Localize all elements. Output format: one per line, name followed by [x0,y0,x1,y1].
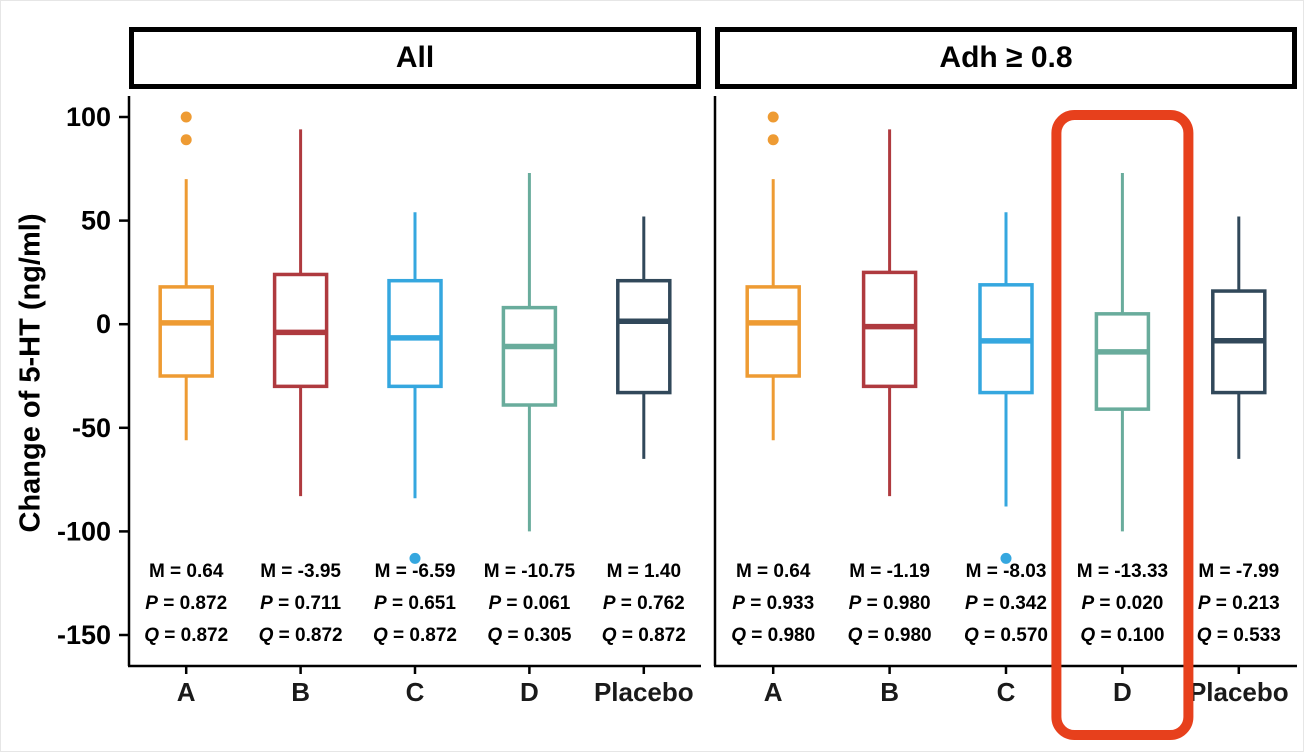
stat-text-p: P = 0.762 [603,593,685,614]
stat-text-m: M = -8.03 [966,561,1047,582]
boxplot-A: M = 0.64 P = 0.933 Q = 0.980 A [731,111,815,707]
stat-text-m: M = -10.75 [484,561,576,582]
boxplot-A: M = 0.64 P = 0.872 Q = 0.872 A [144,111,228,707]
panel-title-all: All [395,41,435,74]
x-tick-label: A [764,677,783,707]
box-rect [158,285,214,378]
stat-text-q: Q = 0.533 [1197,625,1281,646]
stat-text-q: Q = 0.872 [144,625,228,646]
stat-text-p: P = 0.933 [732,593,814,614]
panel-adh: M = 0.64 P = 0.933 Q = 0.980 A M = -1.19 P = … [713,96,1297,707]
stat-text-m: M = -13.33 [1077,561,1168,582]
stat-text-p: P = 0.342 [965,593,1047,614]
box-rect [501,305,558,407]
panel-header-all: All [129,27,701,89]
y-axis-title: Change of 5-HT (ng/ml) [14,213,47,533]
box-rect [745,285,801,378]
stat-text-m: M = 0.64 [736,561,811,582]
x-tick-label: B [880,677,899,707]
outlier-dot [767,111,779,123]
outlier-dot [767,134,779,146]
stat-text-p: P = 0.711 [260,593,341,614]
y-tick-label: -100 [57,516,111,546]
x-tick-label: A [177,677,196,707]
panel-all: 100 50 0 -50 -100 -150 M = 0.64 P = 0.872 Q = 0.… [57,96,701,707]
box-rect [616,278,672,395]
stat-text-p: P = 0.651 [374,593,456,614]
x-tick-label: Placebo [1189,677,1289,707]
stat-text-q: Q = 0.872 [259,625,343,646]
stat-text-m: M = 1.40 [607,561,681,582]
y-tick-label: 100 [66,102,111,132]
boxplot-Placebo: M = -7.99 P = 0.213 Q = 0.533 Placebo [1189,216,1289,707]
x-tick-label: B [291,677,310,707]
panel-header-adh: Adh ≥ 0.8 [715,27,1297,89]
stat-text-q: Q = 0.872 [602,625,686,646]
stat-text-m: M = -3.95 [260,561,341,582]
stat-text-p: P = 0.872 [145,593,227,614]
boxplot-D: M = -13.33 P = 0.020 Q = 0.100 D [1077,172,1168,707]
boxplot-C: M = -6.59 P = 0.651 Q = 0.872 C [373,212,457,707]
outlier-dot [180,134,192,146]
box-rect [387,278,443,389]
x-tick-label: C [406,677,425,707]
y-tick-label: 50 [81,206,111,236]
boxplot-B: M = -1.19 P = 0.980 Q = 0.980 B [848,129,932,707]
stat-text-m: M = -6.59 [375,561,456,582]
stat-text-m: M = -7.99 [1198,561,1279,582]
y-tick-label: -50 [72,413,111,443]
stat-text-q: Q = 0.570 [964,625,1048,646]
stat-text-q: Q = 0.980 [731,625,815,646]
highlight-box [1051,110,1194,740]
stat-text-p: P = 0.980 [849,593,931,614]
boxplot-C: M = -8.03 P = 0.342 Q = 0.570 C [964,212,1048,707]
stat-text-p: P = 0.213 [1198,593,1280,614]
stat-text-q: Q = 0.980 [848,625,932,646]
boxplot-Placebo: M = 1.40 P = 0.762 Q = 0.872 Placebo [594,216,694,707]
panel-title-adh: Adh ≥ 0.8 [939,41,1073,74]
y-tick-label: -150 [57,620,111,650]
y-tick-label: 0 [96,309,111,339]
x-tick-label: C [997,677,1016,707]
stat-text-p: P = 0.061 [488,593,570,614]
boxplot-D: M = -10.75 P = 0.061 Q = 0.305 D [484,172,576,707]
stat-text-q: Q = 0.872 [373,625,457,646]
x-tick-label: Placebo [594,677,694,707]
outlier-dot [1000,552,1012,564]
stat-text-m: M = 0.64 [149,561,224,582]
x-tick-label: D [1113,677,1132,707]
boxplot-B: M = -3.95 P = 0.711 Q = 0.872 B [259,129,343,707]
stat-text-q: Q = 0.305 [487,625,571,646]
box-rect [1094,312,1151,411]
stat-text-q: Q = 0.100 [1080,625,1164,646]
stat-text-m: M = -1.19 [849,561,930,582]
stat-text-p: P = 0.020 [1081,593,1163,614]
outlier-dot [409,552,421,564]
x-tick-label: D [520,677,539,707]
outlier-dot [180,111,192,123]
